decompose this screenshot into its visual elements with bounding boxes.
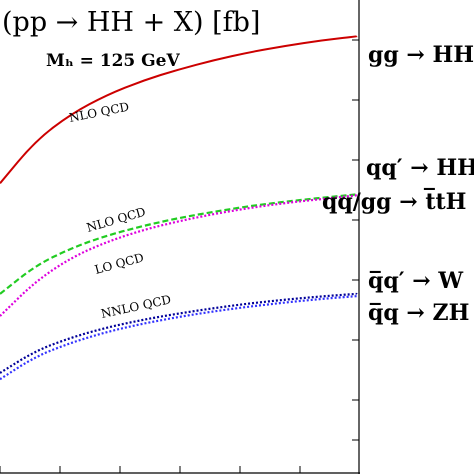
series-line-4 — [0, 295, 358, 381]
annotation-qq-order: NLO QCD — [85, 205, 147, 235]
series-layer — [0, 35, 359, 381]
label-whh: q̅q′ → W — [368, 268, 463, 294]
annotation-tt-order: LO QCD — [93, 250, 145, 277]
label-gg-hh: gg → HH — [368, 42, 474, 68]
label-tthh: qq/gg → t̅tH — [322, 187, 466, 215]
label-zhh: q̅q → ZH — [368, 300, 469, 326]
plot-frame — [0, 0, 360, 474]
label-qq-hhw: qq′ → HH — [366, 155, 474, 181]
series-line-1 — [0, 193, 358, 295]
chart-subtitle: Mₕ = 125 GeV — [46, 51, 181, 71]
series-line-2 — [0, 194, 358, 317]
series-line-0 — [0, 35, 358, 184]
series-line-3 — [0, 292, 359, 374]
annotation-gg-order: NLO QCD — [68, 100, 130, 125]
chart-title: (pp → HH + X) [fb] — [2, 7, 260, 38]
axis-ticks — [0, 39, 359, 473]
